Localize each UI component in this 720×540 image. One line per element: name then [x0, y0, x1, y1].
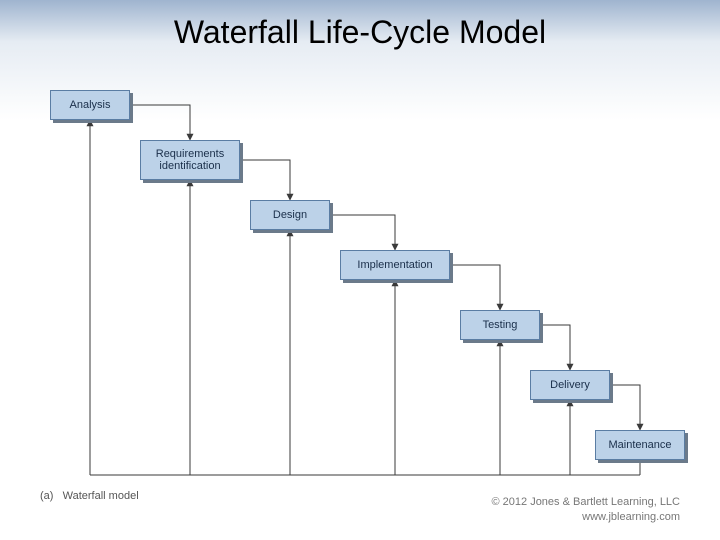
footer-line-1: © 2012 Jones & Bartlett Learning, LLC [492, 495, 681, 509]
node-delivery: Delivery [530, 370, 610, 400]
caption-tag: (a) [40, 490, 53, 502]
node-implementation: Implementation [340, 250, 450, 280]
figure-caption: (a) Waterfall model [40, 490, 139, 502]
caption-text: Waterfall model [63, 490, 139, 502]
node-requirements: Requirements identification [140, 140, 240, 180]
flow-arrows [40, 90, 680, 490]
page-title: Waterfall Life-Cycle Model [0, 0, 720, 51]
copyright-footer: © 2012 Jones & Bartlett Learning, LLC ww… [492, 495, 681, 524]
node-design: Design [250, 200, 330, 230]
node-analysis: Analysis [50, 90, 130, 120]
footer-line-2: www.jblearning.com [492, 510, 681, 524]
diagram-canvas: (a) Waterfall model AnalysisRequirements… [40, 90, 680, 490]
node-testing: Testing [460, 310, 540, 340]
slide: Waterfall Life-Cycle Model (a) Waterfall… [0, 0, 720, 540]
node-maintenance: Maintenance [595, 430, 685, 460]
